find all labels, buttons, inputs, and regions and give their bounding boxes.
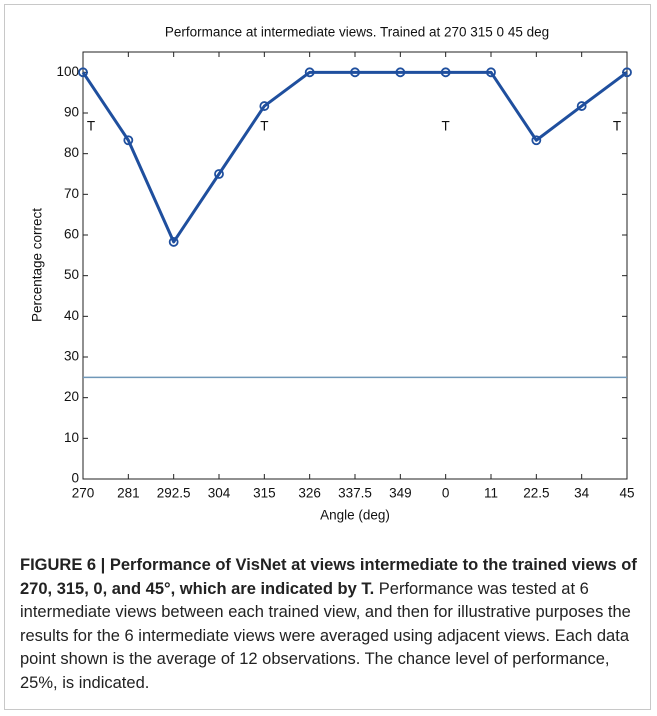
x-tick-label: 270 bbox=[72, 486, 95, 501]
plot-area bbox=[82, 51, 628, 480]
y-tick-label: 10 bbox=[64, 430, 79, 445]
x-tick-label: 11 bbox=[484, 486, 498, 501]
x-tick-label: 0 bbox=[442, 486, 450, 501]
data-point bbox=[123, 135, 134, 146]
data-point bbox=[350, 67, 360, 78]
caption-heading: FIGURE 6 | Performance of VisNet at view… bbox=[20, 556, 637, 598]
data-point bbox=[531, 135, 542, 146]
x-tick-label: 45 bbox=[619, 486, 634, 501]
data-point bbox=[622, 67, 632, 78]
data-point bbox=[168, 237, 179, 247]
x-tick-label: 292.5 bbox=[157, 486, 191, 501]
data-point bbox=[576, 101, 587, 111]
data-point bbox=[259, 101, 270, 111]
y-tick-label: 30 bbox=[64, 349, 79, 364]
x-tick-label: 349 bbox=[389, 486, 412, 501]
y-tick-label: 70 bbox=[64, 186, 79, 201]
y-axis-label: Percentage correct bbox=[30, 208, 45, 322]
x-tick-label: 304 bbox=[208, 486, 231, 501]
x-tick-label: 337.5 bbox=[338, 486, 372, 501]
y-tick-label: 40 bbox=[64, 308, 79, 323]
annotation: T bbox=[442, 119, 450, 134]
data-point bbox=[304, 67, 315, 78]
chart: Performance at intermediate views. Train… bbox=[30, 25, 635, 523]
x-tick-label: 281 bbox=[117, 486, 140, 501]
caption-text: Performance was tested at 6 intermediate… bbox=[20, 579, 631, 692]
y-tick-label: 100 bbox=[56, 64, 79, 79]
chart-title: Performance at intermediate views. Train… bbox=[165, 25, 549, 40]
x-tick-label: 22.5 bbox=[523, 486, 549, 501]
data-point bbox=[214, 169, 224, 179]
y-tick-label: 20 bbox=[64, 389, 79, 404]
data-point bbox=[395, 67, 406, 78]
figure-frame bbox=[4, 4, 651, 710]
x-tick-label: 34 bbox=[574, 486, 590, 501]
data-point bbox=[78, 67, 88, 78]
x-axis-label: Angle (deg) bbox=[320, 508, 390, 523]
y-tick-label: 90 bbox=[64, 105, 79, 120]
caption: FIGURE 6 | Performance of VisNet at view… bbox=[20, 554, 640, 695]
y-tick-label: 60 bbox=[64, 227, 79, 242]
y-tick-label: 0 bbox=[71, 471, 79, 486]
annotation: T bbox=[260, 119, 268, 134]
data-point bbox=[440, 67, 451, 78]
data-point bbox=[486, 67, 496, 78]
y-tick-label: 50 bbox=[64, 267, 79, 282]
annotation: T bbox=[87, 119, 95, 134]
data-line bbox=[81, 70, 628, 244]
x-tick-label: 326 bbox=[298, 486, 321, 501]
y-tick-label: 80 bbox=[64, 145, 79, 160]
annotation: T bbox=[613, 119, 621, 134]
x-tick-label: 315 bbox=[253, 486, 276, 501]
